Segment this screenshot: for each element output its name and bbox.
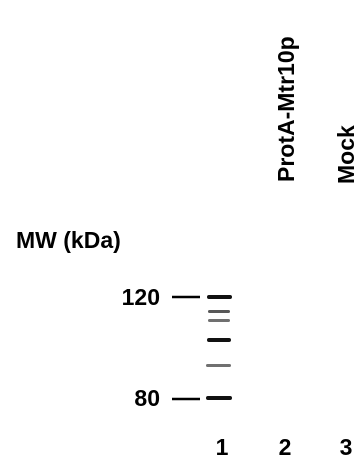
axis-label: MW (kDa) — [16, 227, 121, 253]
band — [207, 338, 231, 342]
band — [206, 364, 231, 367]
lane-1-bands — [206, 295, 232, 400]
marker-label: 120 — [122, 284, 160, 310]
lane-number: 2 — [279, 434, 292, 460]
band — [206, 396, 232, 400]
band — [208, 319, 230, 322]
lane-header: ProtA-Mtr10p — [273, 36, 299, 182]
marker-label: 80 — [134, 385, 160, 411]
lane-number: 1 — [216, 434, 229, 460]
band — [208, 310, 230, 313]
lane-number: 3 — [340, 434, 353, 460]
band — [207, 295, 232, 299]
lane-header: Mock — [333, 125, 359, 184]
gel-figure: ProtA-Mtr10p Mock MW (kDa) 120 80 1 2 3 — [0, 0, 362, 469]
